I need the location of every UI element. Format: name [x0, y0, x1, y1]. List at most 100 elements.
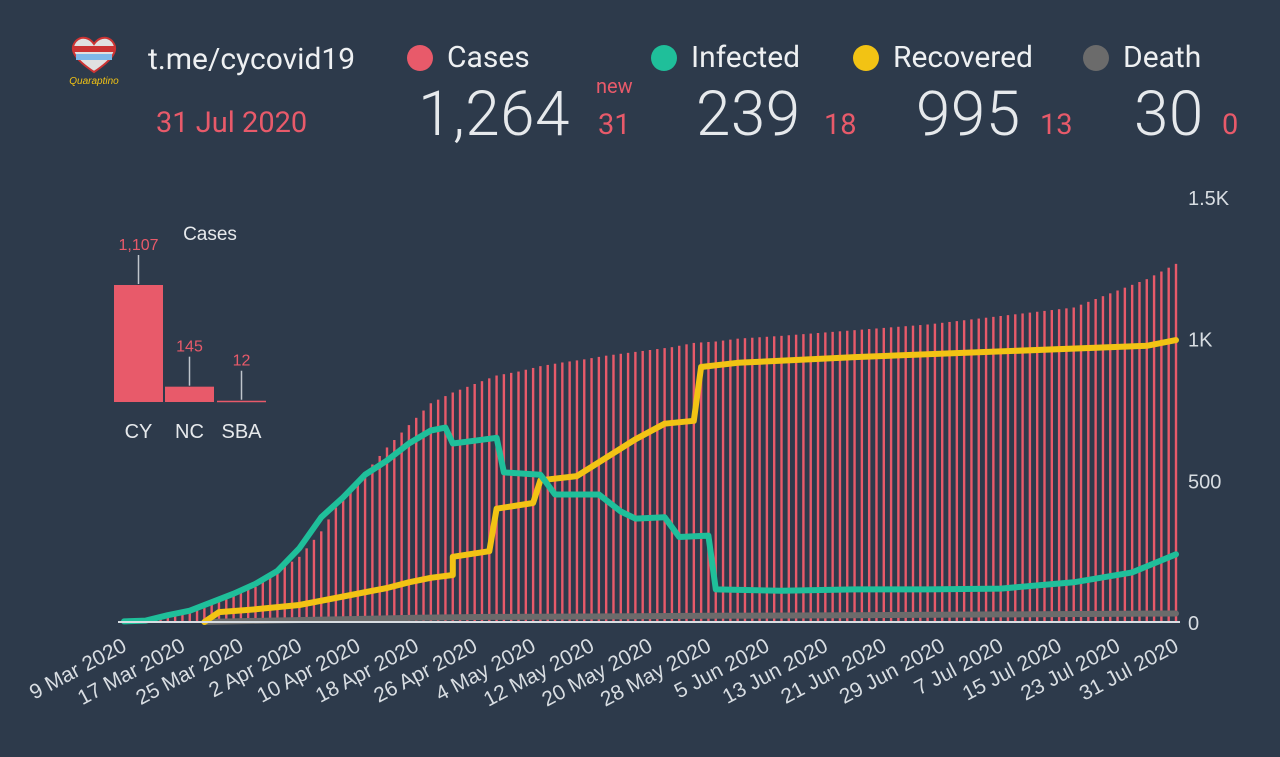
- region-category-label: CY: [125, 421, 153, 443]
- case-bar: [1043, 310, 1046, 622]
- case-bar: [1006, 315, 1010, 622]
- case-bar: [1065, 308, 1068, 622]
- case-bar: [941, 322, 944, 622]
- case-bar: [1094, 299, 1097, 622]
- case-bar: [699, 342, 703, 622]
- case-bar: [312, 539, 316, 622]
- case-bar: [926, 324, 929, 622]
- case-bar: [583, 359, 586, 622]
- case-bar: [678, 345, 681, 622]
- infected-new: 18: [824, 108, 857, 142]
- legend-recovered: Recovered: [853, 40, 1033, 75]
- report-date: 31 Jul 2020: [156, 106, 308, 140]
- case-bar: [188, 612, 191, 622]
- case-bar: [1116, 290, 1119, 622]
- case-bar: [1138, 282, 1141, 622]
- case-bar: [670, 347, 674, 622]
- case-bar: [415, 417, 418, 622]
- case-bar: [444, 396, 447, 622]
- case-bar: [210, 604, 213, 622]
- case-bar: [692, 342, 696, 622]
- case-bar: [436, 399, 440, 622]
- region-value-label: 12: [233, 353, 251, 370]
- recovered-dot-icon: [853, 44, 879, 71]
- case-bar: [597, 356, 601, 622]
- case-bar: [1014, 314, 1017, 622]
- case-bar: [363, 472, 367, 622]
- case-bar: [400, 432, 403, 622]
- y-tick-label: 1.5K: [1188, 188, 1230, 210]
- case-bar: [787, 335, 791, 622]
- case-bar: [283, 566, 286, 622]
- case-bar: [1130, 284, 1134, 622]
- case-bar: [948, 321, 951, 622]
- case-bar: [473, 384, 476, 622]
- legend-cases-label: Cases: [447, 40, 530, 75]
- case-bar: [648, 350, 652, 622]
- case-bar: [977, 318, 980, 622]
- case-bar: [195, 609, 199, 622]
- case-bar: [254, 586, 257, 622]
- case-bar: [1079, 304, 1083, 622]
- logo: Quaraptino: [69, 36, 119, 87]
- site-link[interactable]: t.me/cycovid19: [148, 42, 356, 77]
- case-bar: [604, 355, 608, 622]
- case-bar: [341, 495, 345, 622]
- recovered-line: [201, 337, 1179, 625]
- death-total: 30: [1134, 78, 1204, 151]
- case-bar: [466, 386, 469, 622]
- case-bar: [1087, 301, 1090, 622]
- recovered-new: 13: [1040, 108, 1073, 142]
- case-bar: [816, 333, 820, 622]
- case-bar: [707, 341, 710, 622]
- legend-death-label: Death: [1123, 40, 1202, 75]
- region-value-label: 1,107: [118, 237, 158, 254]
- region-bar-sba: [217, 400, 266, 403]
- case-bar: [867, 329, 871, 622]
- case-bar: [181, 614, 184, 622]
- case-bar: [1152, 275, 1156, 622]
- death-line: [201, 610, 1179, 625]
- case-bar: [802, 334, 805, 622]
- case-bar: [349, 488, 352, 622]
- case-bar: [575, 360, 579, 622]
- case-bar: [480, 381, 484, 622]
- case-bar: [509, 372, 513, 622]
- case-bar: [246, 589, 250, 622]
- case-bar: [875, 328, 878, 622]
- case-bar: [955, 321, 959, 622]
- region-bar-cy: [114, 285, 163, 402]
- case-bar: [378, 455, 381, 622]
- case-bar: [320, 531, 323, 622]
- case-bar: [239, 592, 243, 622]
- case-bar: [1057, 309, 1061, 622]
- region-chart-title: Cases: [183, 224, 237, 245]
- region-category-label: SBA: [221, 421, 262, 443]
- case-bar: [999, 316, 1002, 622]
- case-bar: [1109, 293, 1112, 622]
- case-bar: [809, 333, 812, 622]
- case-bar: [502, 374, 506, 622]
- case-bar: [356, 480, 359, 622]
- cases-total: 1,264: [418, 78, 570, 151]
- case-bar: [495, 375, 498, 622]
- case-bar: [305, 548, 308, 622]
- case-bar: [772, 336, 776, 622]
- case-bar: [1028, 312, 1032, 622]
- case-bar: [626, 352, 630, 622]
- infected-total: 239: [696, 78, 801, 151]
- case-bar: [897, 326, 900, 622]
- case-bar: [429, 403, 433, 622]
- region-bar-chart: Cases 1,107 CY 145 NC 12 SBA: [114, 224, 266, 443]
- case-bar: [1101, 296, 1105, 622]
- legend-infected-label: Infected: [691, 40, 801, 75]
- heart-icon: [71, 36, 117, 74]
- infected-line: [121, 424, 1179, 625]
- case-bar: [962, 320, 966, 622]
- case-bar: [838, 331, 842, 622]
- case-bar: [1174, 263, 1178, 622]
- case-bar: [831, 331, 834, 622]
- case-bar: [173, 616, 177, 622]
- case-bar: [1050, 310, 1054, 622]
